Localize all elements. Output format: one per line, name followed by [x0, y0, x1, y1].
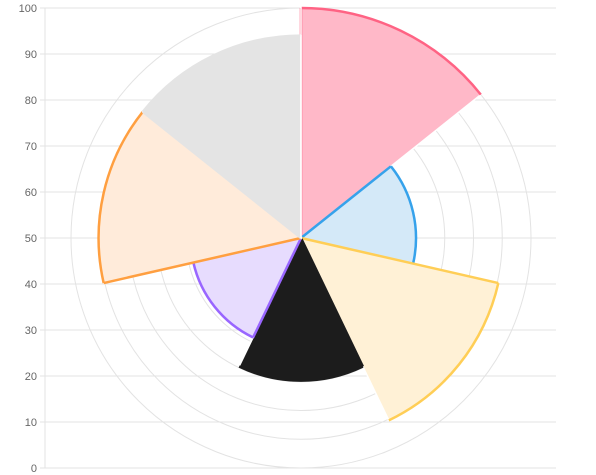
polar-segment-edge	[299, 237, 364, 368]
y-axis: 0 10 20 30 40 50 60 70 80 90 100	[19, 3, 46, 475]
y-tick-label: 90	[25, 49, 37, 61]
polar-segment-arc	[238, 365, 364, 382]
y-tick-label: 20	[25, 371, 37, 383]
y-tick-label: 100	[19, 3, 37, 15]
y-tick-label: 40	[25, 279, 37, 291]
polar-segment-edge	[251, 237, 303, 339]
segments	[97, 4, 500, 422]
polar-segment-arc	[388, 282, 500, 422]
polar-segment-edge	[300, 236, 499, 285]
polar-segment-arc	[192, 262, 254, 339]
polar-segment-arc	[389, 165, 418, 264]
polar-segment-edge	[141, 110, 302, 239]
polar-segment-edge	[103, 236, 302, 285]
y-tick-label: 0	[31, 463, 37, 475]
y-tick-label: 50	[25, 233, 37, 245]
y-tick-label: 30	[25, 325, 37, 337]
y-tick-label: 60	[25, 187, 37, 199]
polar-segment-arc	[97, 111, 144, 284]
y-tick-label: 70	[25, 141, 37, 153]
y-tick-label: 80	[25, 95, 37, 107]
polar-segment-arc	[141, 34, 302, 113]
polar-segment-edge	[300, 165, 392, 239]
y-tick-label: 10	[25, 417, 37, 429]
polar-segment-arc	[300, 6, 482, 96]
